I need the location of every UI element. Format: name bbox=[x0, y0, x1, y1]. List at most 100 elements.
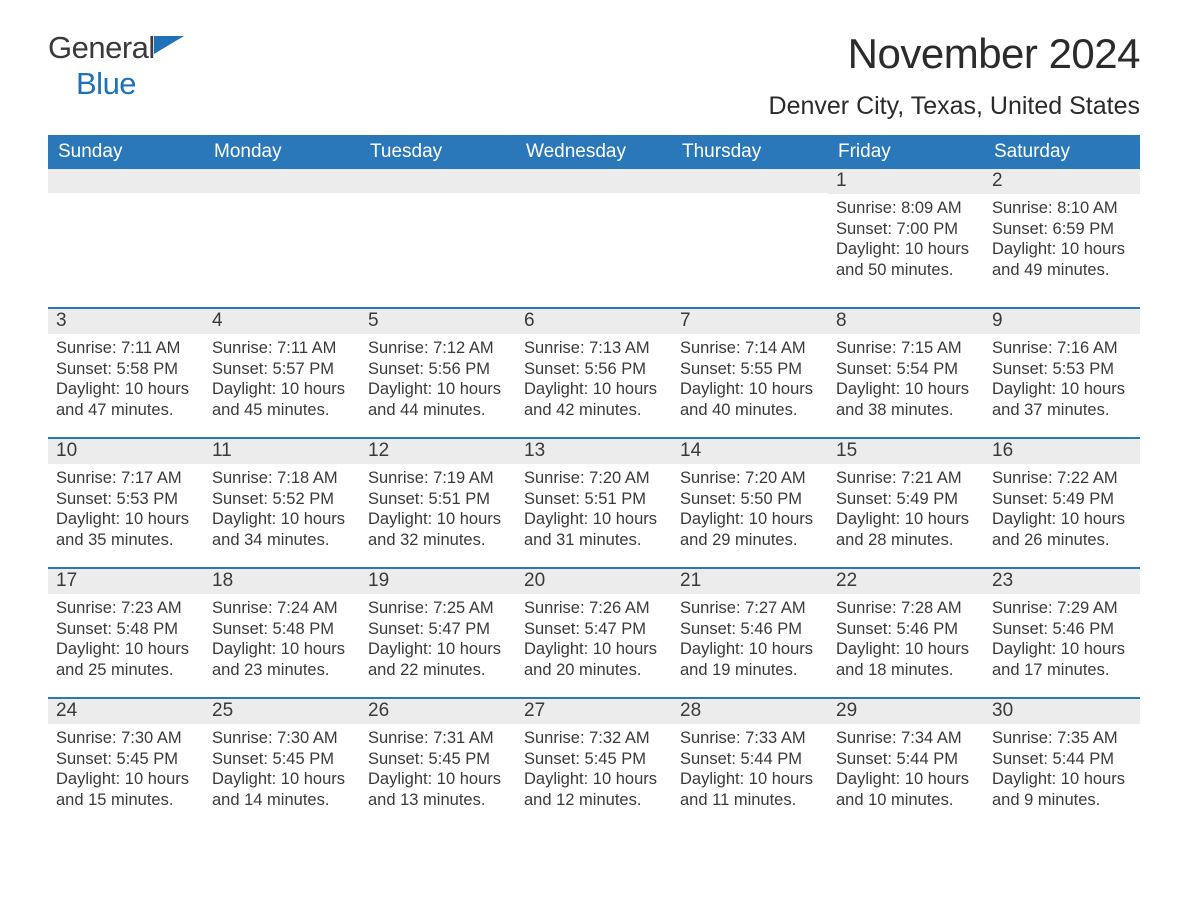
day-number: 15 bbox=[828, 437, 984, 464]
day-body: Sunrise: 7:31 AMSunset: 5:45 PMDaylight:… bbox=[360, 724, 516, 811]
day-cell: 12Sunrise: 7:19 AMSunset: 5:51 PMDayligh… bbox=[360, 429, 516, 559]
day-cell: 14Sunrise: 7:20 AMSunset: 5:50 PMDayligh… bbox=[672, 429, 828, 559]
day-number: 7 bbox=[672, 307, 828, 334]
day-number: 5 bbox=[360, 307, 516, 334]
day-number: 22 bbox=[828, 567, 984, 594]
day-number: 9 bbox=[984, 307, 1140, 334]
day-number: 8 bbox=[828, 307, 984, 334]
logo-text-wrap: General Blue bbox=[48, 30, 184, 102]
blank-daynum-bar bbox=[516, 169, 672, 193]
daylight2-line: and 29 minutes. bbox=[680, 530, 820, 551]
day-body: Sunrise: 7:33 AMSunset: 5:44 PMDaylight:… bbox=[672, 724, 828, 811]
day-body: Sunrise: 7:18 AMSunset: 5:52 PMDaylight:… bbox=[204, 464, 360, 551]
sunset-line: Sunset: 5:55 PM bbox=[680, 359, 820, 380]
day-body: Sunrise: 8:09 AMSunset: 7:00 PMDaylight:… bbox=[828, 194, 984, 281]
daylight2-line: and 49 minutes. bbox=[992, 260, 1132, 281]
sunrise-line: Sunrise: 7:35 AM bbox=[992, 728, 1132, 749]
sunset-line: Sunset: 5:47 PM bbox=[368, 619, 508, 640]
daylight2-line: and 40 minutes. bbox=[680, 400, 820, 421]
logo: General Blue bbox=[48, 30, 184, 102]
daylight2-line: and 50 minutes. bbox=[836, 260, 976, 281]
daylight1-line: Daylight: 10 hours bbox=[680, 379, 820, 400]
sunset-line: Sunset: 5:45 PM bbox=[212, 749, 352, 770]
day-cell: 11Sunrise: 7:18 AMSunset: 5:52 PMDayligh… bbox=[204, 429, 360, 559]
day-number: 13 bbox=[516, 437, 672, 464]
daylight1-line: Daylight: 10 hours bbox=[524, 639, 664, 660]
sunset-line: Sunset: 5:53 PM bbox=[56, 489, 196, 510]
sunset-line: Sunset: 5:45 PM bbox=[368, 749, 508, 770]
sunrise-line: Sunrise: 7:31 AM bbox=[368, 728, 508, 749]
sunrise-line: Sunrise: 7:32 AM bbox=[524, 728, 664, 749]
daylight1-line: Daylight: 10 hours bbox=[524, 379, 664, 400]
daylight2-line: and 20 minutes. bbox=[524, 660, 664, 681]
sunrise-line: Sunrise: 7:30 AM bbox=[56, 728, 196, 749]
day-body: Sunrise: 7:15 AMSunset: 5:54 PMDaylight:… bbox=[828, 334, 984, 421]
day-cell: 6Sunrise: 7:13 AMSunset: 5:56 PMDaylight… bbox=[516, 299, 672, 429]
day-cell: 17Sunrise: 7:23 AMSunset: 5:48 PMDayligh… bbox=[48, 559, 204, 689]
sunset-line: Sunset: 5:54 PM bbox=[836, 359, 976, 380]
sunrise-line: Sunrise: 7:20 AM bbox=[524, 468, 664, 489]
daylight1-line: Daylight: 10 hours bbox=[836, 239, 976, 260]
sunset-line: Sunset: 5:45 PM bbox=[524, 749, 664, 770]
day-number: 11 bbox=[204, 437, 360, 464]
day-body: Sunrise: 7:20 AMSunset: 5:51 PMDaylight:… bbox=[516, 464, 672, 551]
sunrise-line: Sunrise: 7:24 AM bbox=[212, 598, 352, 619]
sunrise-line: Sunrise: 7:18 AM bbox=[212, 468, 352, 489]
day-cell: 24Sunrise: 7:30 AMSunset: 5:45 PMDayligh… bbox=[48, 689, 204, 819]
logo-word2: Blue bbox=[76, 66, 136, 102]
daylight2-line: and 9 minutes. bbox=[992, 790, 1132, 811]
day-number: 10 bbox=[48, 437, 204, 464]
sunrise-line: Sunrise: 7:14 AM bbox=[680, 338, 820, 359]
weekday-header: Tuesday bbox=[360, 135, 516, 169]
blank-daynum-bar bbox=[672, 169, 828, 193]
calendar: SundayMondayTuesdayWednesdayThursdayFrid… bbox=[48, 135, 1140, 819]
sunset-line: Sunset: 5:44 PM bbox=[680, 749, 820, 770]
daylight1-line: Daylight: 10 hours bbox=[992, 379, 1132, 400]
day-cell: 19Sunrise: 7:25 AMSunset: 5:47 PMDayligh… bbox=[360, 559, 516, 689]
daylight2-line: and 13 minutes. bbox=[368, 790, 508, 811]
day-body: Sunrise: 7:30 AMSunset: 5:45 PMDaylight:… bbox=[48, 724, 204, 811]
day-cell: 25Sunrise: 7:30 AMSunset: 5:45 PMDayligh… bbox=[204, 689, 360, 819]
daylight2-line: and 14 minutes. bbox=[212, 790, 352, 811]
day-number: 2 bbox=[984, 169, 1140, 194]
day-cell: 15Sunrise: 7:21 AMSunset: 5:49 PMDayligh… bbox=[828, 429, 984, 559]
daylight2-line: and 35 minutes. bbox=[56, 530, 196, 551]
daylight1-line: Daylight: 10 hours bbox=[836, 639, 976, 660]
sunrise-line: Sunrise: 7:29 AM bbox=[992, 598, 1132, 619]
daylight1-line: Daylight: 10 hours bbox=[368, 509, 508, 530]
weekday-header: Friday bbox=[828, 135, 984, 169]
day-number: 14 bbox=[672, 437, 828, 464]
day-cell: 13Sunrise: 7:20 AMSunset: 5:51 PMDayligh… bbox=[516, 429, 672, 559]
title-block: November 2024 Denver City, Texas, United… bbox=[769, 30, 1140, 131]
sunset-line: Sunset: 5:58 PM bbox=[56, 359, 196, 380]
weekday-header-row: SundayMondayTuesdayWednesdayThursdayFrid… bbox=[48, 135, 1140, 169]
sunrise-line: Sunrise: 7:19 AM bbox=[368, 468, 508, 489]
day-body: Sunrise: 7:14 AMSunset: 5:55 PMDaylight:… bbox=[672, 334, 828, 421]
day-cell: 1Sunrise: 8:09 AMSunset: 7:00 PMDaylight… bbox=[828, 169, 984, 299]
sunrise-line: Sunrise: 7:23 AM bbox=[56, 598, 196, 619]
day-cell bbox=[48, 169, 204, 299]
weekday-header: Wednesday bbox=[516, 135, 672, 169]
day-number: 21 bbox=[672, 567, 828, 594]
daylight2-line: and 28 minutes. bbox=[836, 530, 976, 551]
day-cell: 2Sunrise: 8:10 AMSunset: 6:59 PMDaylight… bbox=[984, 169, 1140, 299]
sunrise-line: Sunrise: 7:11 AM bbox=[212, 338, 352, 359]
daylight1-line: Daylight: 10 hours bbox=[56, 379, 196, 400]
day-body: Sunrise: 7:23 AMSunset: 5:48 PMDaylight:… bbox=[48, 594, 204, 681]
sunset-line: Sunset: 5:49 PM bbox=[836, 489, 976, 510]
blank-daynum-bar bbox=[204, 169, 360, 193]
sunset-line: Sunset: 5:48 PM bbox=[212, 619, 352, 640]
daylight1-line: Daylight: 10 hours bbox=[680, 639, 820, 660]
daylight1-line: Daylight: 10 hours bbox=[680, 769, 820, 790]
day-body: Sunrise: 7:11 AMSunset: 5:58 PMDaylight:… bbox=[48, 334, 204, 421]
location-line: Denver City, Texas, United States bbox=[769, 92, 1140, 121]
day-body: Sunrise: 7:30 AMSunset: 5:45 PMDaylight:… bbox=[204, 724, 360, 811]
sunrise-line: Sunrise: 7:16 AM bbox=[992, 338, 1132, 359]
week-row: 1Sunrise: 8:09 AMSunset: 7:00 PMDaylight… bbox=[48, 169, 1140, 299]
sunset-line: Sunset: 5:52 PM bbox=[212, 489, 352, 510]
day-body: Sunrise: 7:17 AMSunset: 5:53 PMDaylight:… bbox=[48, 464, 204, 551]
day-body: Sunrise: 7:32 AMSunset: 5:45 PMDaylight:… bbox=[516, 724, 672, 811]
sunset-line: Sunset: 5:47 PM bbox=[524, 619, 664, 640]
day-cell: 27Sunrise: 7:32 AMSunset: 5:45 PMDayligh… bbox=[516, 689, 672, 819]
day-cell: 22Sunrise: 7:28 AMSunset: 5:46 PMDayligh… bbox=[828, 559, 984, 689]
